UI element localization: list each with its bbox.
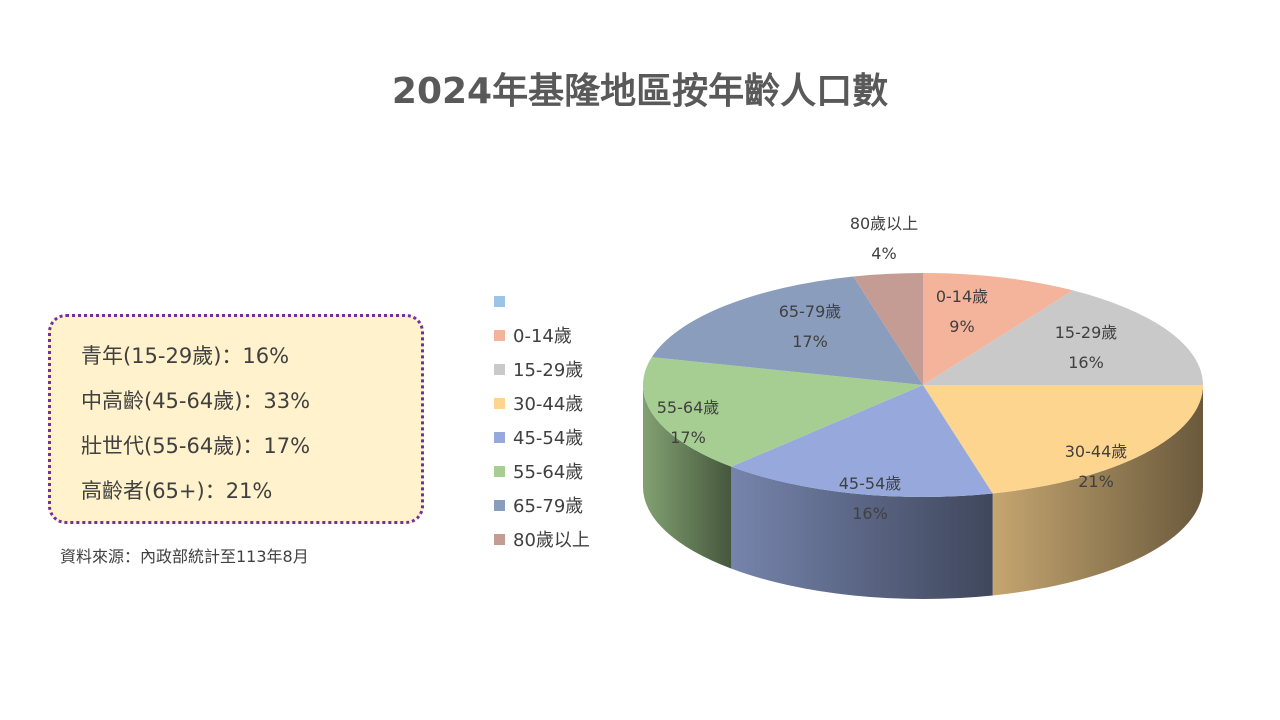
legend-label: 0-14歲 bbox=[513, 326, 572, 347]
pie-slice-5 bbox=[651, 276, 923, 385]
slice-category-label: 15-29歲 bbox=[1055, 323, 1118, 342]
legend-item-blank bbox=[494, 284, 590, 318]
legend-swatch bbox=[494, 465, 505, 477]
summary-youth: 青年(15-29歲)：16% bbox=[81, 344, 290, 368]
summary-prime-generation: 壯世代(55-64歲)：17% bbox=[81, 434, 311, 458]
pie-slice-1 bbox=[923, 290, 1203, 385]
slice-category-label: 80歲以上 bbox=[850, 214, 918, 233]
slice-category-label: 45-54歲 bbox=[839, 474, 902, 493]
pie-slice-2 bbox=[923, 385, 1203, 494]
legend-label: 65-79歲 bbox=[513, 496, 584, 517]
legend-item: 45-54歲 bbox=[494, 420, 590, 454]
pie-side-2 bbox=[992, 385, 1203, 596]
legend-item: 0-14歲 bbox=[494, 318, 590, 352]
pie-slice-3 bbox=[731, 385, 993, 498]
legend-swatch bbox=[494, 431, 505, 443]
legend-label: 15-29歲 bbox=[513, 360, 584, 381]
chart-legend: 0-14歲 15-29歲 30-44歲 45-54歲 55-64歲 65-79歲… bbox=[494, 284, 590, 556]
legend-swatch bbox=[494, 329, 505, 341]
slice-value-label: 17% bbox=[792, 332, 828, 351]
legend-label: 30-44歲 bbox=[513, 394, 584, 415]
slice-category-label: 0-14歲 bbox=[936, 287, 988, 306]
summary-box: 青年(15-29歲)：16% 中高齡(45-64歲)：33% 壯世代(55-64… bbox=[48, 314, 424, 524]
pie-slice-0 bbox=[923, 273, 1074, 385]
slice-category-label: 30-44歲 bbox=[1065, 442, 1128, 461]
slice-category-label: 55-64歲 bbox=[657, 398, 720, 417]
legend-swatch bbox=[494, 499, 505, 511]
slice-value-label: 21% bbox=[1078, 472, 1114, 491]
legend-item: 30-44歲 bbox=[494, 386, 590, 420]
legend-label: 55-64歲 bbox=[513, 462, 584, 483]
pie-side-3 bbox=[731, 466, 993, 599]
legend-item: 55-64歲 bbox=[494, 454, 590, 488]
slice-category-label: 65-79歲 bbox=[779, 302, 842, 321]
legend-swatch bbox=[494, 363, 505, 375]
pie-slice-6 bbox=[853, 273, 923, 385]
legend-label: 80歲以上 bbox=[513, 530, 590, 551]
slice-value-label: 4% bbox=[871, 244, 896, 263]
slice-value-label: 16% bbox=[852, 504, 888, 523]
summary-middle-senior: 中高齡(45-64歲)：33% bbox=[81, 389, 311, 413]
legend-swatch bbox=[494, 397, 505, 409]
slice-value-label: 17% bbox=[670, 428, 706, 447]
legend-item: 65-79歲 bbox=[494, 488, 590, 522]
legend-label: 45-54歲 bbox=[513, 428, 584, 449]
legend-swatch bbox=[494, 533, 505, 545]
pie-slice-4 bbox=[642, 357, 923, 467]
summary-elderly: 高齡者(65+)：21% bbox=[81, 479, 273, 503]
data-source: 資料來源：內政部統計至113年8月 bbox=[60, 547, 309, 566]
legend-swatch bbox=[494, 295, 505, 307]
slice-value-label: 16% bbox=[1068, 353, 1104, 372]
pie-side-4 bbox=[643, 385, 732, 569]
legend-item: 15-29歲 bbox=[494, 352, 590, 386]
slice-value-label: 9% bbox=[949, 317, 974, 336]
chart-title: 2024年基隆地區按年齡人口數 bbox=[391, 71, 889, 112]
legend-item: 80歲以上 bbox=[494, 522, 590, 556]
